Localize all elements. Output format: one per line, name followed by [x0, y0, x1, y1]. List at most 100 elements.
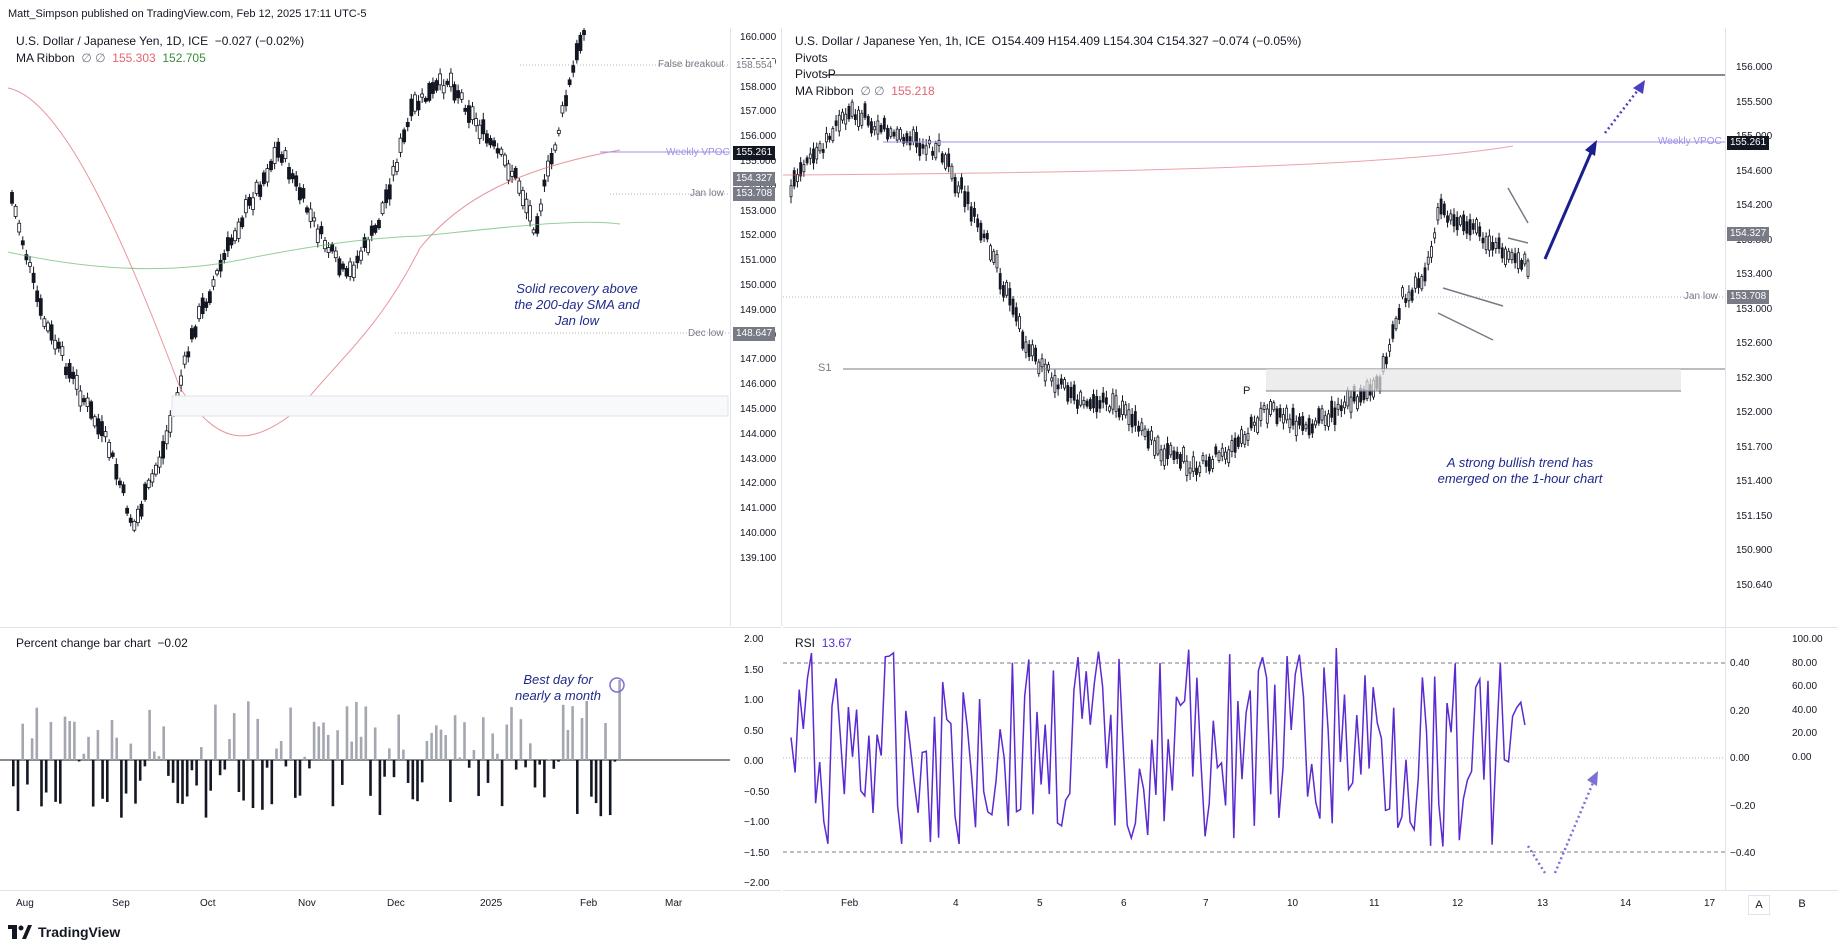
candle-body	[528, 205, 532, 222]
candle-body	[1356, 396, 1359, 410]
pct-bar	[496, 753, 499, 760]
candle-body	[1436, 207, 1440, 221]
pct-bar	[350, 741, 353, 760]
candle-body	[1310, 423, 1314, 434]
candle-body	[251, 197, 255, 210]
pct-bar	[566, 729, 570, 760]
candle-body	[100, 421, 104, 437]
pane-a-button[interactable]: A	[1748, 895, 1770, 915]
solid-arrow-head	[1585, 140, 1597, 156]
candle-body	[799, 162, 803, 177]
candle-body	[416, 100, 421, 111]
dec-low-label: Dec low	[688, 328, 724, 339]
candle-body	[46, 322, 50, 332]
candle-body	[841, 111, 844, 121]
candle-body	[520, 190, 525, 207]
dotted-arrow	[1604, 85, 1642, 134]
candle-body	[1465, 221, 1469, 234]
candle-body	[1243, 434, 1247, 445]
candle-body	[344, 268, 349, 277]
pct-bar	[176, 760, 180, 804]
pct-bar	[26, 760, 29, 785]
candle-body	[495, 148, 500, 154]
candle-body	[168, 414, 173, 433]
candle-body	[1037, 361, 1041, 374]
candle-body	[944, 154, 947, 169]
pct-bar	[12, 760, 15, 787]
candle-body	[582, 30, 586, 36]
candle-body	[1214, 446, 1218, 455]
pct-bar	[223, 760, 227, 770]
candle-body	[366, 239, 371, 253]
right-x-tick-3: 6	[1121, 898, 1127, 909]
pct-bar	[458, 757, 462, 760]
left-x-tick-4: Dec	[387, 898, 405, 909]
rsi-y-tick-right-2: 60.00	[1792, 681, 1818, 692]
pct-bar	[195, 760, 198, 786]
candle-body	[215, 270, 219, 275]
candle-body	[477, 124, 482, 140]
left-y-axis[interactable]	[731, 28, 782, 626]
pane-b-button[interactable]: B	[1798, 898, 1806, 910]
candle-body	[1384, 356, 1388, 365]
candle-body	[121, 484, 126, 494]
candle-body	[243, 199, 248, 214]
candle-body	[1275, 408, 1279, 424]
pct-bar	[312, 721, 316, 760]
pct-bar	[30, 738, 34, 760]
candle-body	[937, 139, 941, 146]
right-y-axis[interactable]	[1725, 28, 1838, 890]
right-annotation: A strong bullish trend has emerged on th…	[1437, 455, 1603, 486]
candle-body	[279, 154, 284, 163]
pivots-legend-2: PivotsP	[795, 67, 836, 81]
pct-bar	[585, 701, 588, 760]
candle-body	[502, 154, 507, 166]
pct-bar	[294, 760, 297, 798]
left-main-pane[interactable]	[0, 28, 731, 626]
left-y-tick-2: 158.000	[740, 81, 777, 93]
pct-bar	[491, 733, 494, 760]
candle-body	[506, 163, 511, 181]
candle-body	[107, 441, 112, 458]
candle-body	[1259, 407, 1263, 421]
candle-body	[182, 355, 187, 365]
candle-body	[815, 146, 819, 160]
pct-bar	[406, 760, 410, 783]
pct-bar	[289, 707, 292, 760]
candle-body	[1159, 449, 1163, 462]
right-y-tick-10: 152.000	[1736, 407, 1773, 418]
candle-body	[792, 170, 796, 187]
candle-body	[387, 184, 392, 200]
candle-body	[312, 217, 317, 222]
candle-body	[236, 221, 241, 239]
candle-body	[315, 228, 320, 243]
candle-body	[1104, 397, 1108, 405]
ma-red-right	[783, 145, 1514, 176]
pct-bars	[12, 680, 621, 818]
candle-body	[1452, 214, 1456, 227]
left-y-tick-5: 155.000	[740, 156, 777, 167]
pct-bar	[552, 760, 556, 769]
tag-vpoc-left: 155.261	[733, 146, 776, 160]
tradingview-logo[interactable]: TradingView	[8, 924, 120, 940]
candle-body	[1111, 393, 1115, 410]
candle-body	[1179, 454, 1182, 469]
candle-body	[1343, 401, 1346, 409]
pivot-zone	[1266, 369, 1681, 391]
flag2-top	[1507, 187, 1529, 224]
candle-body	[139, 503, 144, 517]
pct-bar	[308, 760, 311, 769]
pct-bar	[129, 743, 133, 760]
candle-body	[789, 185, 793, 198]
pct-bar	[148, 709, 151, 760]
candle-body	[947, 153, 951, 167]
left-main-svg	[7, 28, 730, 533]
pct-bar	[397, 714, 400, 760]
left-candles	[10, 28, 586, 533]
pct-bar	[190, 760, 194, 771]
pct-y-tick-3: 0.50	[744, 725, 764, 737]
candle-body	[456, 90, 461, 99]
candle-body	[985, 233, 989, 240]
left-y-tick-8: 152.000	[740, 230, 777, 242]
candle-body	[1240, 429, 1243, 444]
